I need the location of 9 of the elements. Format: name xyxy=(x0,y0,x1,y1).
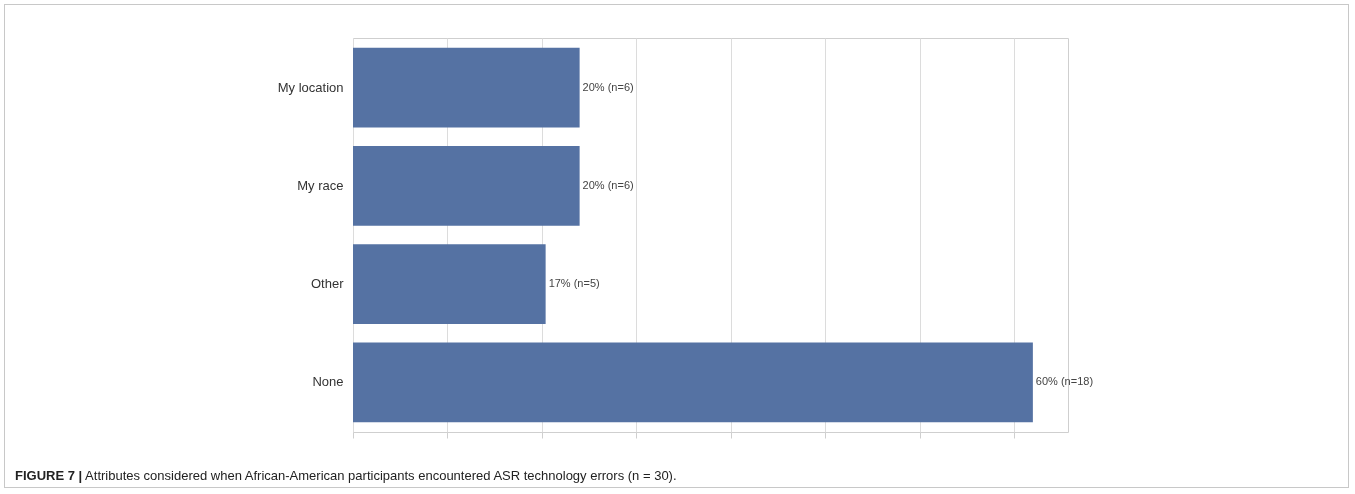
y-tick-label: My location xyxy=(277,79,344,95)
data-label: 17% (n=5) xyxy=(548,277,600,290)
caption: FIGURE 7 | Attributes considered when African-American participants encountered ASR technology errors (n = 30). xyxy=(15,468,677,483)
data-label: 20% (n=6) xyxy=(582,178,634,191)
y-tick-label: None xyxy=(312,374,344,390)
data-label: 60% (n=18) xyxy=(1035,375,1094,388)
y-tick-label: Other xyxy=(310,276,345,292)
data-label: 20% (n=6) xyxy=(582,80,634,93)
y-tick-label: My race xyxy=(297,177,344,193)
